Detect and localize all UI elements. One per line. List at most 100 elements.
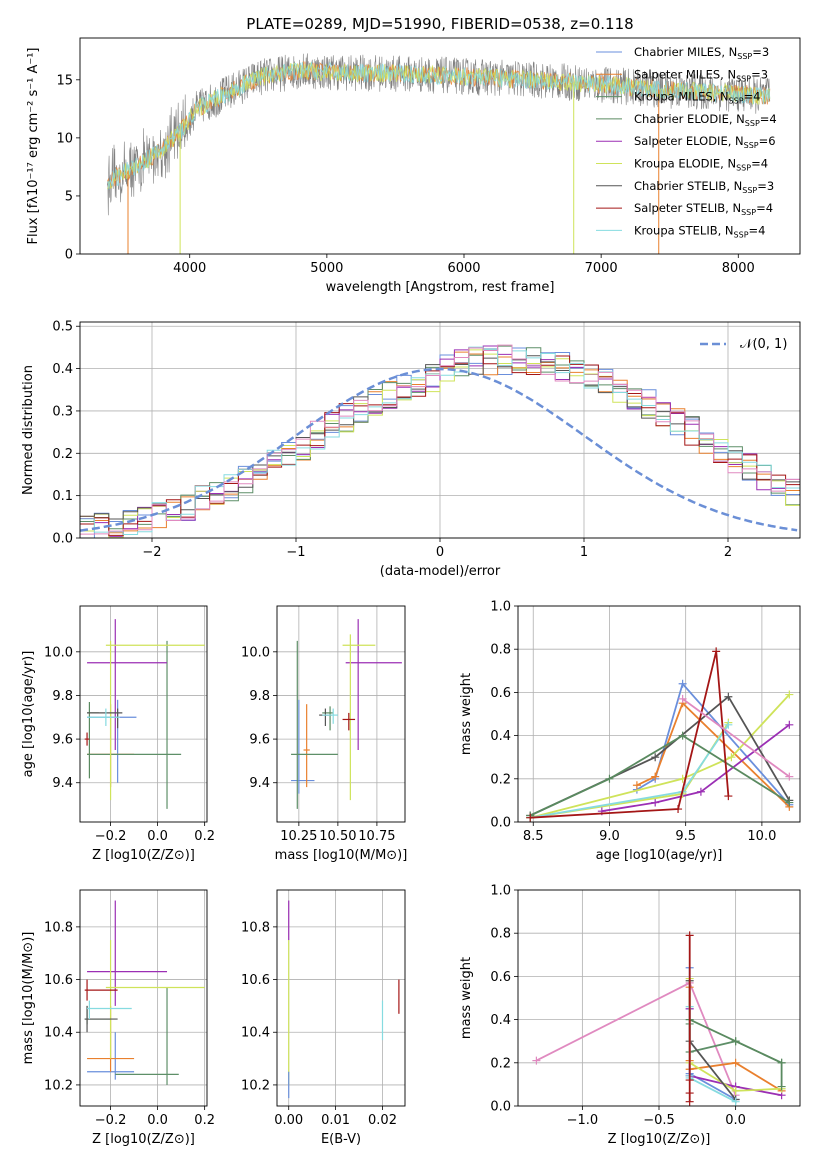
- x-tick-label: 0.01: [321, 1113, 350, 1128]
- x-tick-label: 6000: [447, 261, 480, 276]
- weight-series-line: [530, 651, 730, 819]
- y-tick-label: 0.0: [490, 1100, 511, 1115]
- x-tick-label: −0.2: [95, 829, 127, 844]
- x-tick-label: 0.2: [194, 829, 215, 844]
- y-tick-label: 0.2: [490, 772, 511, 787]
- x-tick-label: −0.5: [643, 1113, 675, 1128]
- y-tick-label: 1.0: [490, 884, 511, 899]
- y-tick-label: 0.3: [52, 404, 73, 419]
- weight-point-marker: [678, 731, 687, 740]
- y-tick-label: 0.5: [52, 320, 73, 335]
- x-tick-label: −2: [142, 545, 161, 560]
- y-tick-label: 10.2: [44, 1078, 73, 1093]
- y-tick-label: 9.4: [249, 776, 270, 791]
- weight-series-line: [529, 734, 790, 817]
- plot-area: [291, 619, 402, 809]
- y-axis-label: mass weight: [459, 673, 474, 755]
- weight-point-marker: [731, 1058, 740, 1067]
- x-tick-label: 10.75: [358, 829, 395, 844]
- histogram-line: [80, 344, 800, 538]
- y-tick-label: 0.6: [490, 686, 511, 701]
- weight-point-marker: [777, 1082, 786, 1091]
- x-tick-label: 7000: [585, 261, 618, 276]
- x-tick-label: 0.00: [274, 1113, 303, 1128]
- y-tick-label: 10.6: [241, 973, 270, 988]
- legend-label: Chabrier MILES, NSSP=3: [634, 45, 769, 61]
- x-axis-label: Z [log10(Z/Z⊙)]: [92, 1132, 195, 1147]
- panel-age-vs-Z: −0.2 0.0 0.2 9.4 9.6 9.8 10.0 Z [log10(Z/Z⊙)] ag…: [21, 605, 215, 863]
- legend-label: Kroupa ELODIE, NSSP=4: [634, 157, 768, 173]
- plot-area: [84, 619, 205, 809]
- x-tick-label: 10.0: [747, 829, 776, 844]
- x-tick-label: 9.0: [599, 829, 620, 844]
- panel-weight-vs-age: 8.5 9.0 9.5 10.0 0.0 0.2 0.4 0.6 0.8 1.0 age [log1…: [459, 600, 801, 863]
- weight-point-marker: [632, 781, 641, 790]
- panel-weight-vs-Z: −1.0 −0.5 0.0 0.0 0.2 0.4 0.6 0.8 1.0 Z [log10(Z/…: [459, 884, 801, 1147]
- y-tick-label: 10.2: [241, 1078, 270, 1093]
- y-tick-label: 10.8: [44, 920, 73, 935]
- y-tick-label: 15: [56, 73, 73, 88]
- y-tick-label: 9.8: [249, 689, 270, 704]
- weight-point-marker: [651, 753, 660, 762]
- legend-label: Kroupa STELIB, NSSP=4: [634, 223, 765, 239]
- weight-point-marker: [712, 647, 721, 656]
- x-tick-label: −1.0: [567, 1113, 599, 1128]
- legend-label: Salpeter STELIB, NSSP=4: [634, 201, 773, 217]
- x-tick-label: 1: [580, 545, 588, 560]
- x-tick-label: −1: [286, 545, 305, 560]
- weight-point-marker: [605, 774, 614, 783]
- axes-frame: [79, 889, 208, 1107]
- x-tick-label: 0.0: [725, 1113, 746, 1128]
- weight-point-marker: [532, 1056, 541, 1065]
- panel-residuals: −2 −1 0 1 2 0.0 0.1 0.2 0.3 0.4 0.5 (data-model)/er…: [21, 320, 801, 579]
- y-tick-label: 9.6: [52, 733, 73, 748]
- axes-frame: [79, 321, 801, 539]
- weight-point-marker: [678, 679, 687, 688]
- weight-point-marker: [685, 1076, 694, 1085]
- weight-series-line: [636, 701, 790, 808]
- x-tick-label: 0.02: [368, 1113, 397, 1128]
- y-tick-label: 10: [56, 131, 73, 146]
- y-tick-label: 0.1: [52, 489, 73, 504]
- panel-mass-vs-Z: −0.2 0.0 0.2 10.2 10.4 10.6 10.8 Z [log10(Z/Z⊙)…: [21, 889, 215, 1147]
- weight-point-marker: [696, 787, 705, 796]
- normal-curve: [80, 367, 798, 532]
- axes-frame: [79, 37, 801, 255]
- x-axis-label: Z [log10(Z/Z⊙)]: [608, 1132, 711, 1147]
- y-tick-label: 0.2: [52, 447, 73, 462]
- legend-label: Chabrier STELIB, NSSP=3: [634, 179, 774, 195]
- x-axis-label: age [log10(age/yr)]: [596, 848, 723, 863]
- spectrum-model-line: [107, 61, 771, 190]
- y-tick-label: 0.4: [490, 729, 511, 744]
- x-axis-label: Z [log10(Z/Z⊙)]: [92, 848, 195, 863]
- weight-point-marker: [731, 1086, 740, 1095]
- x-axis-label: (data-model)/error: [380, 564, 501, 579]
- y-tick-label: 10.0: [241, 645, 270, 660]
- y-tick-label: 0.8: [490, 927, 511, 942]
- y-axis-label: age [log10(age/yr)]: [21, 651, 36, 778]
- weight-series-line: [535, 981, 737, 1096]
- x-tick-label: 9.5: [675, 829, 696, 844]
- y-tick-label: 0.0: [490, 816, 511, 831]
- y-axis-label: mass weight: [459, 957, 474, 1039]
- weight-point-marker: [685, 1097, 694, 1106]
- x-axis-label: wavelength [Angstrom, rest frame]: [326, 280, 555, 295]
- plot-area: [526, 647, 794, 822]
- weight-point-marker: [724, 720, 733, 729]
- y-axis-label: Normed distribution: [21, 365, 36, 495]
- legend-label: Salpeter ELODIE, NSSP=6: [634, 134, 776, 150]
- weight-point-marker: [731, 1097, 740, 1106]
- plot-area: [84, 900, 205, 1085]
- y-tick-label: 0.6: [490, 970, 511, 985]
- plot-area: [532, 931, 786, 1106]
- x-tick-label: 5000: [310, 261, 343, 276]
- x-tick-label: 8000: [722, 261, 755, 276]
- axes-frame: [276, 605, 406, 823]
- x-tick-label: 10.50: [319, 829, 356, 844]
- x-tick-label: 0: [436, 545, 444, 560]
- figure-title: PLATE=0289, MJD=51990, FIBERID=0538, z=0…: [246, 15, 633, 33]
- weight-point-marker: [685, 931, 694, 940]
- weight-point-marker: [785, 690, 794, 699]
- spectrum-data: [107, 53, 771, 216]
